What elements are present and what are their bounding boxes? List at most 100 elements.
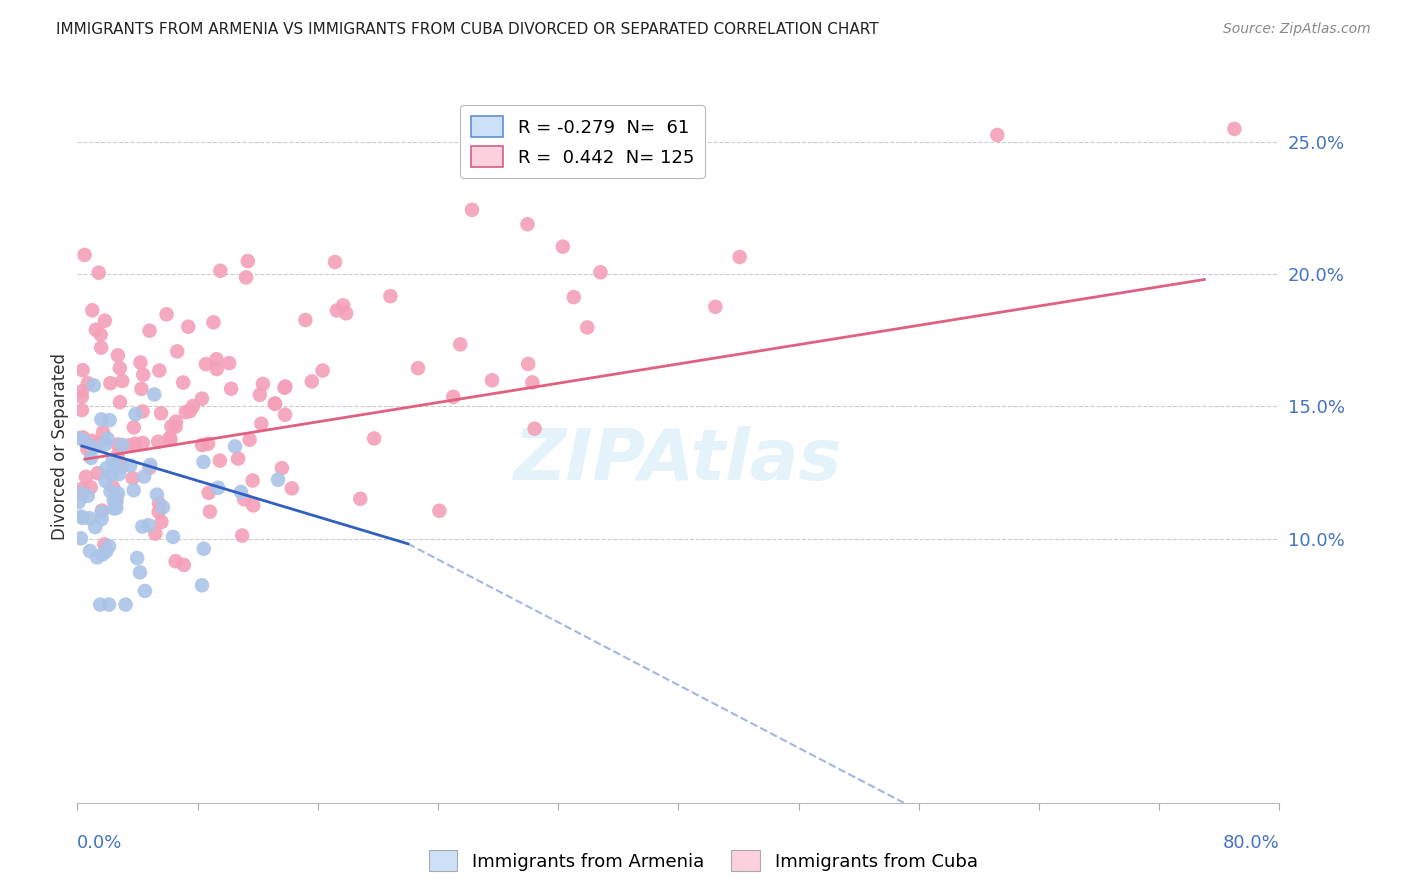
Point: [242, 499, 264, 513]
Point: [98, 413, 121, 427]
Point: [146, 487, 169, 501]
Text: 80.0%: 80.0%: [1223, 834, 1279, 852]
Point: [87, 266, 110, 280]
Point: [231, 528, 253, 542]
Point: [122, 420, 145, 434]
Point: [107, 348, 129, 362]
Point: [311, 363, 333, 377]
Point: [301, 375, 323, 389]
Point: [72, 510, 94, 524]
Point: [91, 547, 114, 561]
Point: [80, 434, 103, 448]
Point: [252, 376, 274, 391]
Point: [127, 551, 149, 566]
Point: [97, 432, 120, 446]
Point: [148, 363, 170, 377]
Point: [728, 250, 751, 264]
Point: [143, 526, 166, 541]
Point: [70, 482, 93, 496]
Point: [96, 461, 118, 475]
Point: [105, 491, 128, 506]
Point: [236, 254, 259, 268]
Point: [131, 519, 153, 533]
Point: [274, 379, 297, 393]
Point: [152, 500, 174, 515]
Point: [332, 298, 354, 312]
Point: [121, 471, 143, 485]
Point: [281, 481, 304, 495]
Point: [165, 419, 187, 434]
Point: [427, 504, 450, 518]
Point: [108, 361, 131, 376]
Point: [67, 495, 90, 509]
Point: [589, 265, 612, 279]
Point: [174, 405, 197, 419]
Point: [120, 458, 142, 473]
Point: [191, 392, 214, 406]
Point: [166, 344, 188, 359]
Point: [704, 300, 727, 314]
Point: [70, 509, 93, 524]
Point: [91, 425, 114, 440]
Point: [83, 378, 105, 392]
Point: [263, 397, 285, 411]
Point: [131, 382, 153, 396]
Point: [114, 598, 136, 612]
Point: [481, 373, 503, 387]
Point: [197, 436, 219, 450]
Point: [134, 584, 156, 599]
Text: ZIPAtlas: ZIPAtlas: [515, 425, 842, 495]
Point: [139, 458, 162, 472]
Point: [101, 480, 124, 494]
Point: [273, 381, 295, 395]
Point: [986, 128, 1008, 142]
Point: [406, 361, 429, 376]
Point: [205, 362, 228, 376]
Point: [148, 496, 170, 510]
Point: [93, 537, 115, 551]
Point: [576, 320, 599, 334]
Point: [349, 491, 371, 506]
Point: [219, 382, 242, 396]
Point: [90, 327, 112, 342]
Point: [235, 270, 257, 285]
Text: 0.0%: 0.0%: [77, 834, 122, 852]
Point: [96, 544, 118, 558]
Point: [148, 505, 170, 519]
Point: [517, 357, 540, 371]
Point: [108, 395, 131, 409]
Point: [363, 431, 385, 445]
Point: [198, 505, 221, 519]
Point: [76, 442, 98, 456]
Point: [562, 290, 585, 304]
Point: [449, 337, 471, 351]
Point: [129, 355, 152, 369]
Point: [155, 307, 177, 321]
Point: [229, 485, 252, 500]
Point: [83, 440, 105, 454]
Point: [107, 486, 129, 500]
Point: [274, 408, 297, 422]
Point: [138, 518, 160, 533]
Point: [193, 541, 215, 556]
Point: [202, 315, 225, 329]
Point: [80, 450, 103, 465]
Point: [138, 324, 160, 338]
Point: [79, 511, 101, 525]
Point: [264, 396, 287, 410]
Point: [129, 566, 152, 580]
Point: [111, 438, 134, 452]
Text: Source: ZipAtlas.com: Source: ZipAtlas.com: [1223, 22, 1371, 37]
Point: [250, 417, 273, 431]
Point: [294, 313, 316, 327]
Point: [134, 469, 156, 483]
Point: [84, 520, 107, 534]
Point: [131, 404, 153, 418]
Point: [98, 598, 121, 612]
Point: [150, 515, 173, 529]
Point: [177, 319, 200, 334]
Point: [124, 436, 146, 450]
Point: [73, 434, 96, 449]
Point: [516, 217, 538, 231]
Point: [98, 539, 121, 553]
